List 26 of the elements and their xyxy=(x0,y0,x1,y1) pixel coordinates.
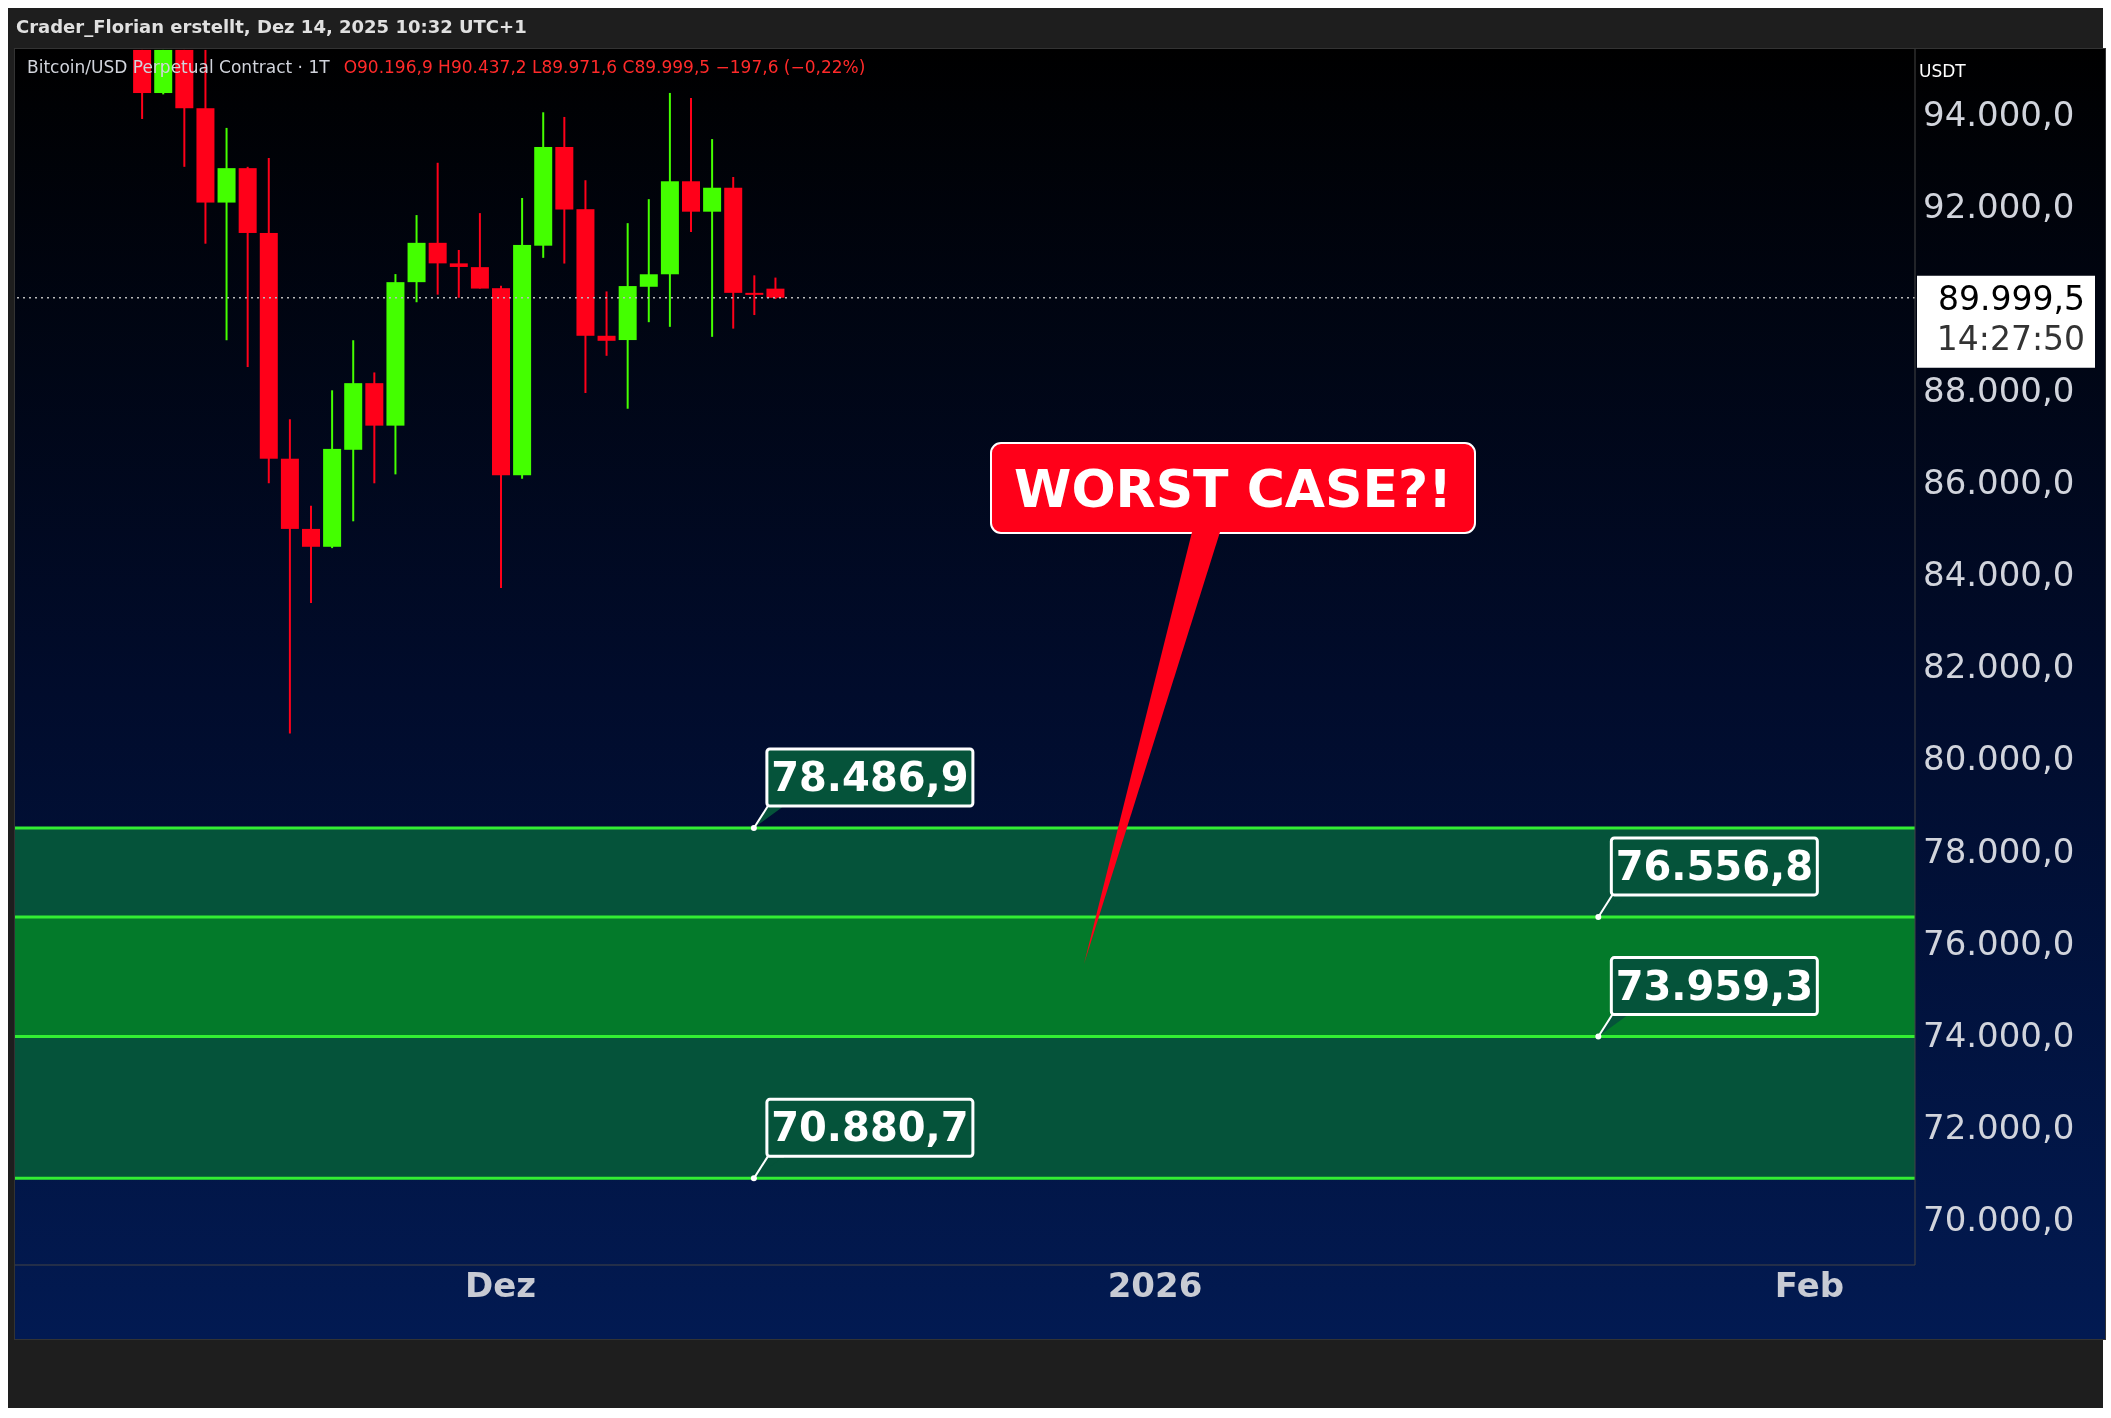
y-tick-label: 86.000,0 xyxy=(1923,462,2075,503)
y-tick-label: 80.000,0 xyxy=(1923,738,2075,779)
y-tick-label: 70.000,0 xyxy=(1923,1199,2075,1240)
annotation: 73.959,3 xyxy=(1615,962,1814,1009)
annotation: 70.880,7 xyxy=(771,1104,969,1151)
y-tick-label: 82.000,0 xyxy=(1923,646,2075,687)
y-tick-label: 74.000,0 xyxy=(1923,1014,2075,1055)
annotation: O90.196,9 H90.437,2 L89.971,6 C89.999,5 −197,6 (−0,22%) xyxy=(343,57,866,77)
y-tick-label: 72.000,0 xyxy=(1923,1106,2075,1147)
x-tick-label: Feb xyxy=(1774,1265,1845,1306)
annotation: WORST CASE?! xyxy=(1014,459,1452,519)
y-tick-label: 78.000,0 xyxy=(1923,830,2075,871)
y-tick-label: 92.000,0 xyxy=(1923,185,2075,226)
annotation: 78.486,9 xyxy=(771,754,969,801)
annotation: 76.556,8 xyxy=(1615,842,1814,889)
ref-line-label: 89.999,5 xyxy=(1938,278,2085,318)
x-tick-label: 2026 xyxy=(1107,1265,1203,1306)
text: Bitcoin/USD Perpetual Contract · 1T xyxy=(27,57,330,77)
text: 14:27:50 xyxy=(1936,318,2085,358)
y-tick-label: 76.000,0 xyxy=(1923,922,2075,963)
y-tick-label: 84.000,0 xyxy=(1923,554,2075,595)
x-tick-label: Dez xyxy=(465,1265,537,1306)
text: Crader_Florian erstellt, Dez 14, 2025 10:32 UTC+1 xyxy=(16,16,527,37)
y-tick-label: 88.000,0 xyxy=(1923,369,2075,410)
text: USDT xyxy=(1918,60,1967,83)
y-tick-label: 94.000,0 xyxy=(1923,93,2075,134)
